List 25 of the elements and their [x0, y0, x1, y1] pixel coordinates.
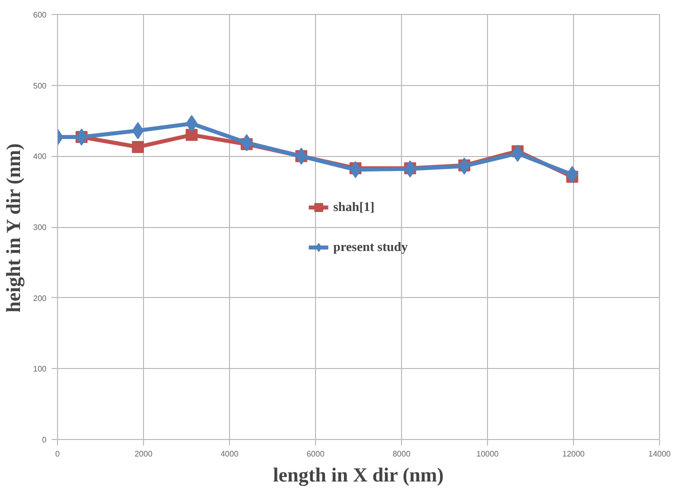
- x-axis-title: length in X dir (nm): [272, 464, 444, 486]
- legend-label: shah[1]: [333, 198, 374, 214]
- x-tick-label: 6000: [306, 450, 325, 458]
- y-tick-label: 100: [33, 364, 48, 374]
- x-tick-label: 2000: [134, 450, 153, 458]
- point: [566, 166, 578, 184]
- x-tick-label: 0: [55, 450, 60, 458]
- y-tick-label: 300: [33, 223, 48, 232]
- point: [240, 134, 253, 152]
- x-tick-label: 10000: [476, 450, 500, 458]
- point: [295, 148, 308, 165]
- point: [458, 158, 470, 175]
- x-tick-label: 12000: [562, 450, 586, 458]
- x-tick-label: 4000: [220, 450, 239, 458]
- y-tick-label: 0: [42, 436, 48, 444]
- point: [186, 128, 198, 141]
- y-tick-label: 200: [33, 294, 48, 303]
- y-tick-label: 500: [33, 81, 48, 90]
- y-axis-title: height in Y dir (nm): [3, 143, 26, 313]
- x-tick-label: 8000: [392, 450, 411, 458]
- point: [132, 140, 144, 153]
- legend-label: present study: [333, 238, 408, 254]
- y-tick-label: 600: [33, 10, 48, 20]
- x-tick-label: 14000: [648, 450, 672, 458]
- y-tick-label: 400: [33, 152, 48, 162]
